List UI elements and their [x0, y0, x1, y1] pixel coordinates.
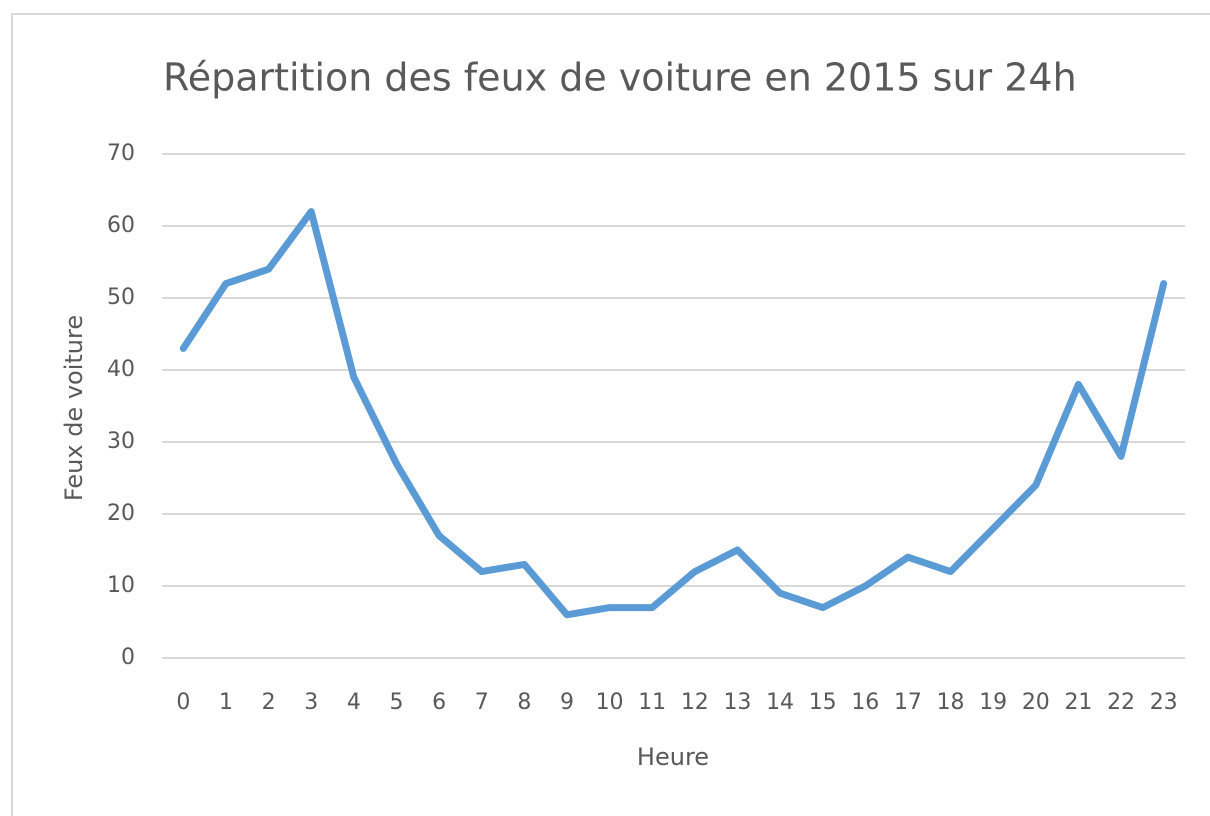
x-tick-label: 19 — [979, 690, 1007, 715]
x-tick-label: 15 — [809, 690, 837, 715]
x-tick-label: 3 — [304, 690, 318, 715]
y-tick-label: 40 — [107, 357, 135, 382]
y-tick-label: 0 — [121, 645, 135, 670]
x-tick-label: 7 — [475, 690, 489, 715]
x-tick-label: 4 — [347, 690, 361, 715]
x-tick-label: 5 — [389, 690, 403, 715]
data-line — [179, 208, 1168, 619]
x-tick-label: 22 — [1107, 690, 1135, 715]
x-tick-label: 13 — [723, 690, 751, 715]
y-tick-label: 10 — [107, 573, 135, 598]
x-axis-label: Heure — [637, 743, 709, 771]
x-tick-label: 9 — [560, 690, 574, 715]
x-tick-label: 1 — [219, 690, 233, 715]
y-tick-label: 60 — [107, 213, 135, 238]
x-tick-label: 17 — [894, 690, 922, 715]
y-axis-label: Feux de voiture — [60, 315, 88, 501]
y-tick-label: 70 — [107, 141, 135, 166]
x-tick-label: 16 — [851, 690, 879, 715]
x-tick-label: 18 — [937, 690, 965, 715]
x-tick-label: 10 — [596, 690, 624, 715]
x-tick-label: 6 — [432, 690, 446, 715]
x-tick-label: 12 — [681, 690, 709, 715]
x-tick-label: 23 — [1150, 690, 1178, 715]
chart-title: Répartition des feux de voiture en 2015 … — [163, 56, 1077, 100]
x-tick-label: 21 — [1064, 690, 1092, 715]
x-tick-label: 0 — [176, 690, 190, 715]
chart-frame — [11, 13, 1210, 816]
x-tick-label: 11 — [638, 690, 666, 715]
y-tick-label: 50 — [107, 285, 135, 310]
y-tick-label: 30 — [107, 429, 135, 454]
x-tick-label: 14 — [766, 690, 794, 715]
y-tick-label: 20 — [107, 501, 135, 526]
x-tick-label: 8 — [517, 690, 531, 715]
x-tick-label: 2 — [262, 690, 276, 715]
x-tick-label: 20 — [1022, 690, 1050, 715]
